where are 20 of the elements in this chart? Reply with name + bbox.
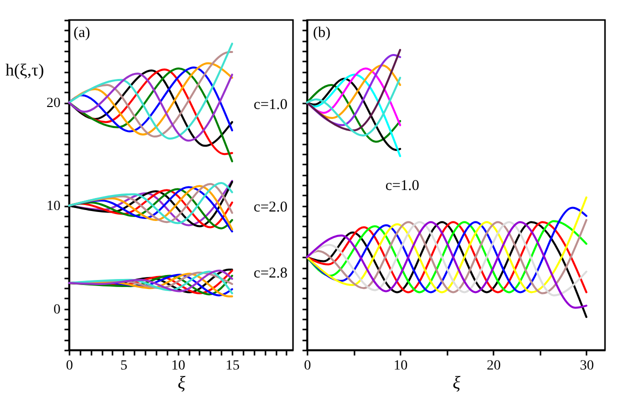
annotation: c=2.0 — [254, 199, 288, 216]
x-tick-label: 30 — [580, 358, 594, 374]
x-tick-label: 5 — [120, 358, 128, 374]
x-axis-title: ξ — [452, 372, 461, 392]
x-tick-label: 10 — [394, 358, 408, 374]
x-tick-label: 0 — [66, 358, 73, 374]
annotation: (b) — [312, 24, 330, 41]
annotation: c=2.8 — [254, 265, 288, 282]
y-tick-label: 0 — [54, 302, 60, 318]
x-tick-label: 15 — [226, 358, 240, 374]
y-axis-title: h(ξ,τ) — [6, 60, 44, 80]
y-tick-label: 10 — [46, 199, 60, 214]
annotation: (a) — [73, 24, 90, 41]
annotation: c=1.0 — [385, 178, 420, 194]
x-tick-label: 0 — [304, 358, 311, 374]
annotation: c=1.0 — [254, 97, 288, 114]
x-axis-title: ξ — [178, 372, 186, 392]
x-tick-label: 10 — [171, 358, 186, 374]
y-tick-label: 20 — [46, 96, 60, 111]
x-tick-label: 20 — [486, 358, 501, 374]
